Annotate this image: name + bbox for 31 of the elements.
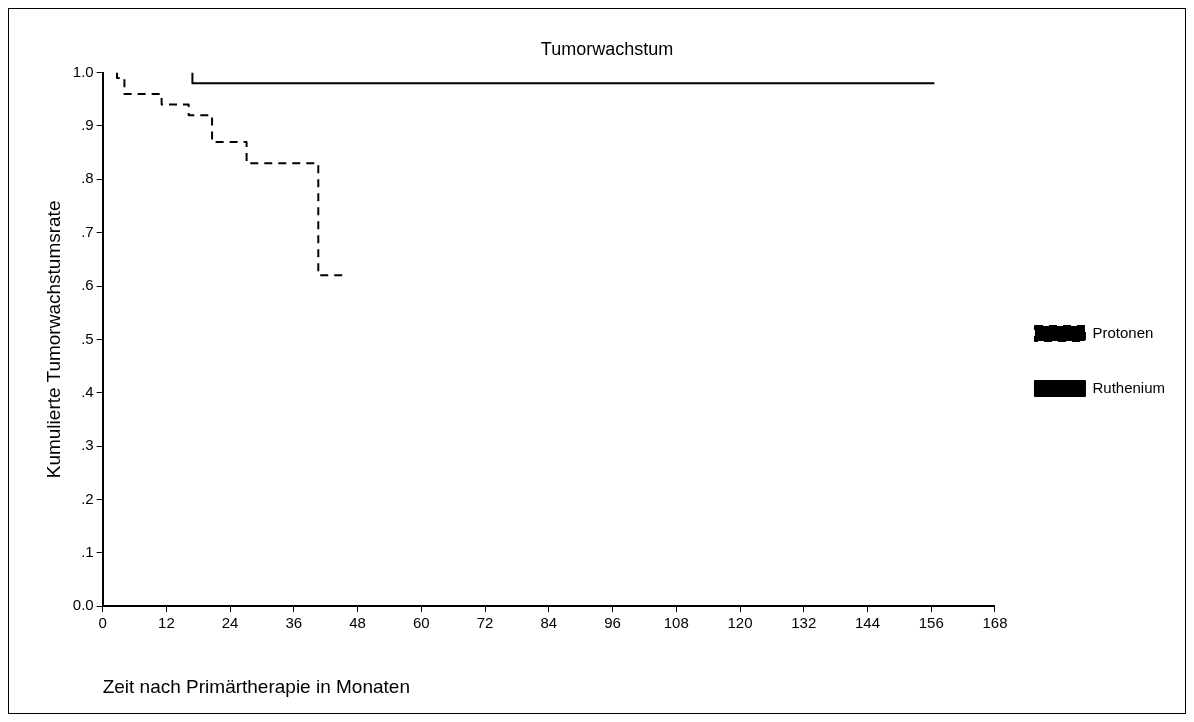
y-tick-label: .1 [81, 542, 94, 560]
x-tick-label: 144 [854, 614, 880, 632]
x-tick-label: 36 [285, 614, 303, 632]
x-tick-label: 60 [412, 614, 430, 632]
legend-label: Protonen [1092, 323, 1154, 341]
x-tick-label: 0 [98, 614, 107, 632]
y-tick-label: 1.0 [72, 62, 94, 80]
y-tick-label: .2 [81, 489, 94, 507]
y-tick-label: .7 [81, 222, 94, 240]
y-tick-label: .9 [81, 116, 94, 134]
y-tick-label: .3 [81, 436, 94, 454]
legend-label: Ruthenium [1092, 378, 1166, 396]
x-tick-label: 132 [791, 614, 817, 632]
x-tick-label: 96 [604, 614, 621, 632]
y-axis-title: Kumulierte Tumorwachstumsrate [42, 200, 64, 479]
x-tick-label: 108 [663, 614, 689, 632]
x-tick-label: 48 [349, 614, 366, 632]
x-tick-label: 168 [982, 614, 1008, 632]
x-tick-label: 12 [158, 614, 175, 632]
y-tick-label: .6 [81, 276, 94, 294]
x-tick-label: 72 [476, 614, 494, 632]
x-tick-label: 156 [918, 614, 944, 632]
y-tick-label: 0.0 [72, 596, 94, 614]
y-tick-label: .5 [81, 329, 94, 347]
chart-title: Tumorwachstum [540, 38, 674, 59]
x-tick-label: 24 [221, 614, 239, 632]
x-tick-label: 120 [727, 614, 753, 632]
x-axis-title: Zeit nach Primärtherapie in Monaten [102, 675, 410, 697]
y-tick-label: .4 [81, 382, 94, 400]
y-tick-label: .8 [81, 169, 94, 187]
x-tick-label: 84 [540, 614, 558, 632]
